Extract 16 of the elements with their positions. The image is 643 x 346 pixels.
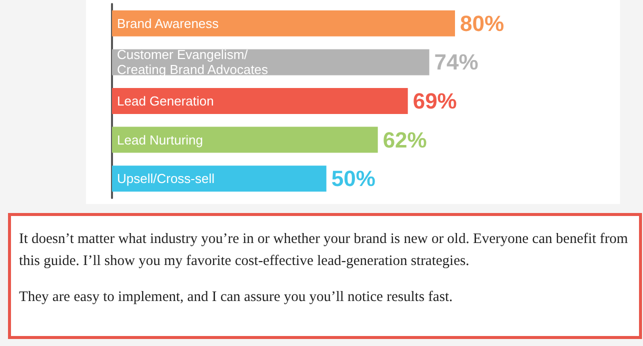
y-tick-label: Lead Nurturing — [117, 132, 203, 148]
y-tick-label: Brand Awareness — [117, 16, 220, 31]
text: They are easy to implement, and I can assure you you’ll notice results fast. — [19, 288, 454, 307]
data-label: 62% — [382, 127, 427, 152]
text: It doesn’t matter what industry you’re in or whether your brand is new or old. Everyone can benefit from this guide. I’ll show you my favorite cost-effective lead-generation strategies. — [19, 230, 629, 271]
data-label: 69% — [412, 88, 457, 114]
bar — [112, 166, 326, 192]
data-label: 80% — [460, 10, 504, 36]
y-tick-label: Upsell/Cross-sell — [117, 171, 215, 186]
y-tick-label: Customer Evangelism/ Creating Brand Advocates — [117, 47, 269, 78]
bar — [112, 88, 408, 114]
bar — [112, 10, 455, 36]
y-tick-label: Lead Generation — [117, 94, 214, 108]
data-label: 50% — [331, 166, 376, 192]
data-label: 74% — [434, 50, 478, 75]
bar — [112, 126, 378, 153]
